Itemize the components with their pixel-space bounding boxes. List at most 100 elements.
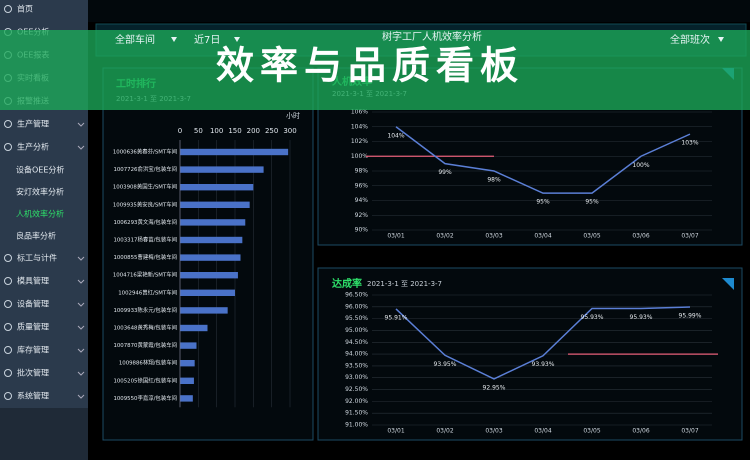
menu-item[interactable]: 生产分析 bbox=[17, 142, 49, 152]
submenu-item[interactable]: 良品率分析 bbox=[16, 231, 56, 241]
menu-item[interactable]: 库存管理 bbox=[17, 345, 49, 355]
dropdown-arrow bbox=[171, 37, 177, 42]
menu-caret bbox=[77, 394, 85, 399]
menu-item[interactable]: 批次管理 bbox=[17, 368, 49, 378]
submenu-item[interactable]: 人机效率分析 bbox=[16, 209, 64, 219]
x-tick-label: 03/02 bbox=[436, 233, 453, 240]
x-tick-label: 0 bbox=[178, 127, 182, 135]
y-tick-label: 94.00% bbox=[345, 351, 368, 358]
menu-item[interactable]: 生产管理 bbox=[17, 119, 49, 129]
x-tick-label: 03/05 bbox=[583, 428, 600, 435]
x-tick-label: 100 bbox=[210, 127, 223, 135]
menu-caret bbox=[77, 302, 85, 307]
x-tick-label: 03/02 bbox=[436, 428, 453, 435]
x-tick-label: 03/01 bbox=[387, 233, 404, 240]
menu-caret bbox=[77, 325, 85, 330]
y-tick-label: 106% bbox=[351, 109, 368, 116]
bar bbox=[180, 236, 243, 244]
menu-item[interactable]: 设备管理 bbox=[17, 299, 49, 309]
category-label: 1002946曾红/SMT车间 bbox=[118, 288, 177, 296]
data-label: 95.99% bbox=[679, 313, 702, 320]
menu-caret bbox=[77, 145, 85, 150]
menu-caret bbox=[77, 348, 85, 353]
topbar-title: 树字工厂人机效率分析 bbox=[382, 30, 482, 43]
data-label: 95% bbox=[585, 199, 599, 206]
bar bbox=[180, 342, 197, 349]
menu-caret bbox=[77, 279, 85, 284]
data-label: 104% bbox=[387, 132, 404, 139]
submenu-item[interactable]: 设备OEE分析 bbox=[16, 165, 64, 175]
menu-caret bbox=[77, 256, 85, 261]
y-tick-label: 102% bbox=[351, 138, 368, 145]
bar bbox=[180, 360, 195, 367]
bar bbox=[180, 377, 194, 384]
x-tick-label: 250 bbox=[265, 127, 278, 135]
y-tick-label: 95.50% bbox=[345, 315, 368, 322]
y-tick-label: 93.50% bbox=[345, 362, 368, 369]
y-tick-label: 96.50% bbox=[345, 292, 368, 299]
y-tick-label: 104% bbox=[351, 123, 368, 130]
data-label: 95.93% bbox=[630, 314, 653, 321]
x-tick-label: 03/01 bbox=[387, 428, 404, 435]
filter[interactable]: 全部车间 bbox=[115, 33, 155, 46]
y-tick-label: 96.00% bbox=[345, 303, 368, 310]
data-label: 95.93% bbox=[581, 314, 604, 321]
unit-label: 小时 bbox=[286, 111, 300, 120]
y-tick-label: 100% bbox=[351, 153, 368, 160]
menu-item[interactable]: 首页 bbox=[17, 4, 33, 14]
banner-title: 效率与品质看板 bbox=[216, 44, 524, 88]
x-tick-label: 03/07 bbox=[681, 233, 698, 240]
y-tick-label: 95.00% bbox=[345, 327, 368, 334]
bar bbox=[180, 219, 246, 226]
chart-subtitle: 2021-3-1 至 2021-3-7 bbox=[367, 280, 442, 288]
category-label: 1003317杨春苗/包装车间 bbox=[113, 236, 177, 244]
filter[interactable]: 全部班次 bbox=[670, 33, 710, 46]
x-tick-label: 03/03 bbox=[485, 233, 502, 240]
menu-item[interactable]: 质量管理 bbox=[17, 322, 49, 332]
bar bbox=[180, 272, 238, 279]
bar bbox=[180, 307, 228, 314]
x-tick-label: 03/04 bbox=[534, 233, 551, 240]
category-label: 1009935黄安良/SMT车间 bbox=[113, 200, 177, 208]
y-tick-label: 98% bbox=[355, 168, 369, 175]
panel bbox=[102, 67, 314, 441]
bar bbox=[180, 254, 241, 261]
category-label: 1004716梁艳新/SMT车间 bbox=[113, 271, 177, 279]
x-tick-label: 03/07 bbox=[681, 428, 698, 435]
menu-caret bbox=[77, 122, 85, 127]
menu-icon bbox=[4, 277, 12, 285]
line-series bbox=[395, 306, 691, 380]
sidebar-foot bbox=[0, 408, 88, 460]
y-tick-label: 90% bbox=[355, 227, 369, 234]
category-label: 1007870黄蒙霞/包装车间 bbox=[113, 341, 177, 349]
dropdown-arrow bbox=[234, 37, 240, 42]
category-label: 1006293黄文海/包装车间 bbox=[113, 218, 177, 226]
menu-caret bbox=[77, 371, 85, 376]
x-tick-label: 03/05 bbox=[583, 233, 600, 240]
menu-item[interactable]: 模具管理 bbox=[17, 276, 49, 286]
banner bbox=[0, 30, 750, 110]
menu-icon bbox=[4, 120, 12, 128]
corner bbox=[722, 278, 734, 290]
menu-icon bbox=[4, 323, 12, 331]
category-label: 1009933陈永元/包装车间 bbox=[113, 306, 177, 314]
category-label: 1007726俞洪宝/包装车间 bbox=[113, 165, 177, 173]
menu-icon bbox=[4, 369, 12, 377]
x-tick-label: 03/06 bbox=[632, 428, 649, 435]
line-series bbox=[395, 126, 691, 194]
bar bbox=[180, 289, 235, 296]
category-label: 1003908黄国生/SMT车间 bbox=[113, 183, 177, 191]
menu-item[interactable]: 标工与计件 bbox=[17, 253, 57, 263]
chart-title: 达成率 bbox=[332, 277, 362, 290]
top-strip bbox=[88, 0, 750, 22]
submenu-item[interactable]: 安灯效率分析 bbox=[16, 187, 64, 197]
y-tick-label: 91.00% bbox=[345, 422, 368, 429]
y-tick-label: 91.50% bbox=[345, 410, 368, 417]
data-label: 93.93% bbox=[532, 361, 555, 368]
menu-item[interactable]: 系统管理 bbox=[17, 391, 49, 401]
data-label: 95.91% bbox=[385, 314, 408, 321]
data-label: 93.95% bbox=[434, 361, 457, 368]
filter[interactable]: 近7日 bbox=[194, 33, 220, 46]
